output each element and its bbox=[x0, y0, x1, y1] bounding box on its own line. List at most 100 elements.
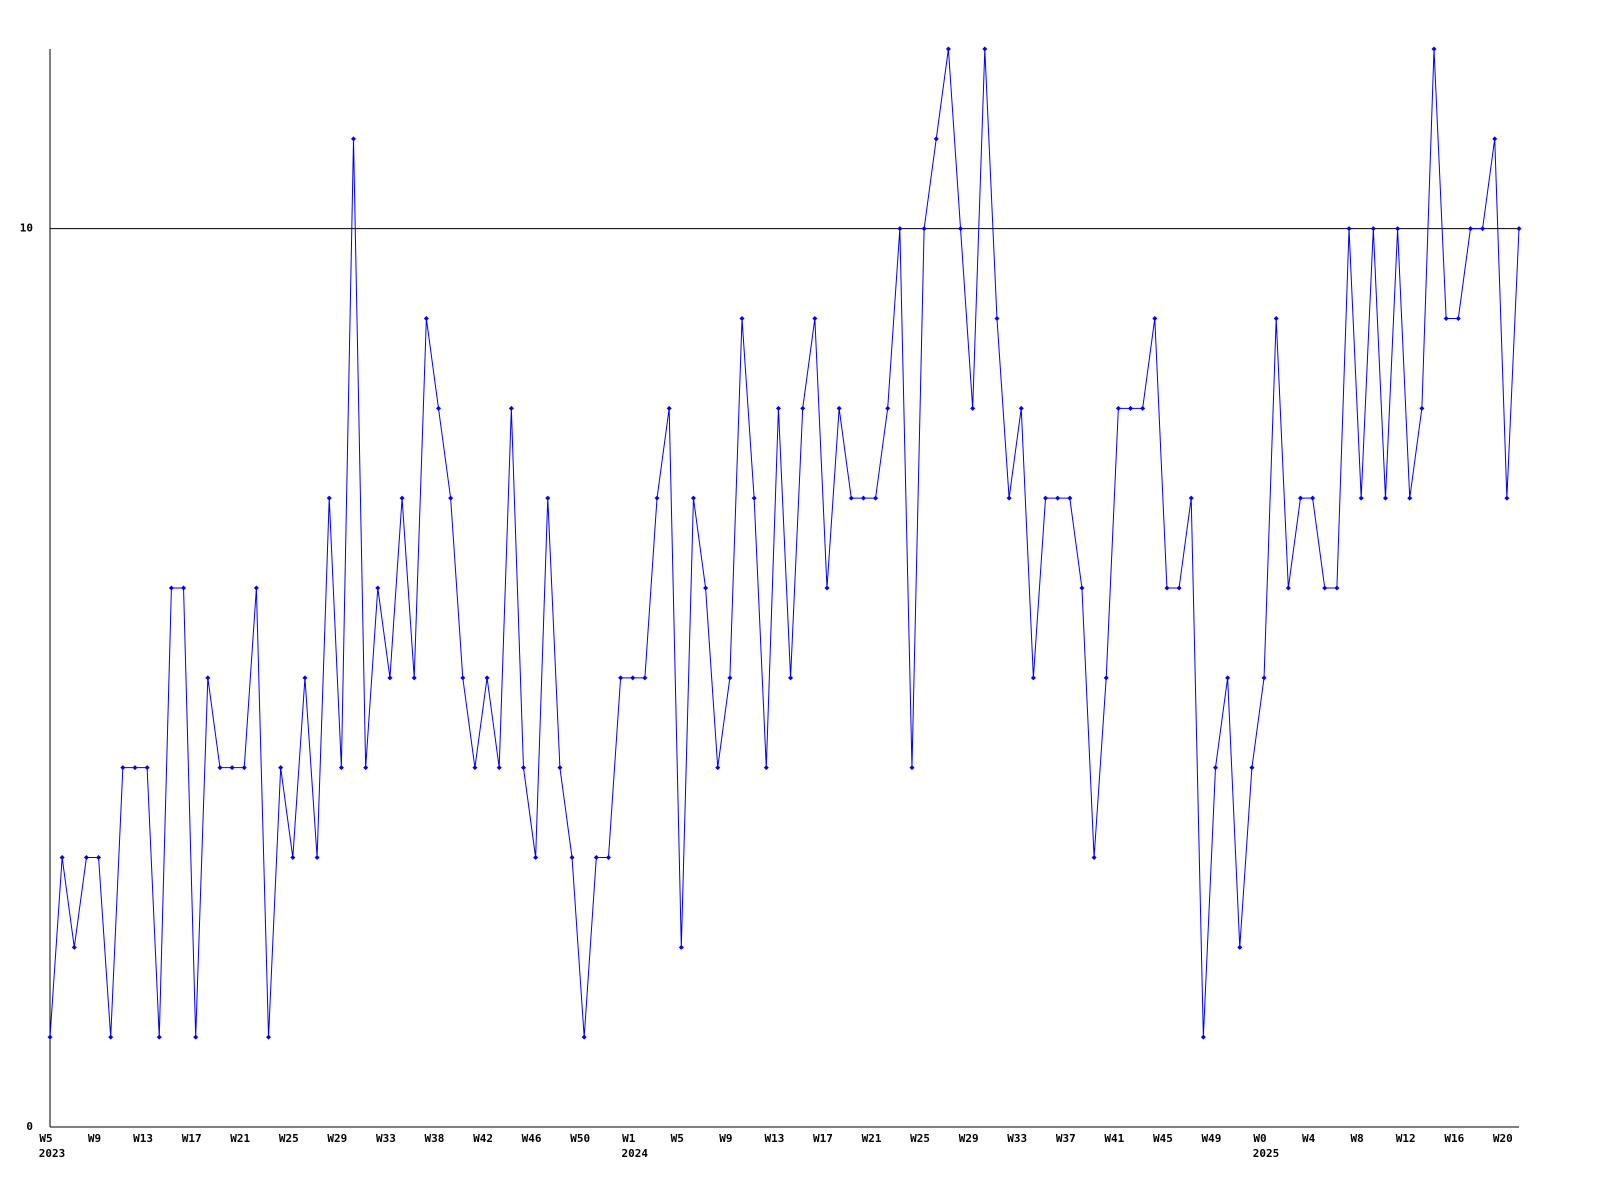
data-point bbox=[715, 765, 721, 771]
data-point bbox=[1091, 855, 1097, 860]
data-point bbox=[1043, 495, 1049, 501]
x-tick-label: W5 bbox=[671, 1132, 684, 1145]
data-point bbox=[897, 226, 903, 232]
data-point bbox=[1249, 765, 1255, 771]
data-point bbox=[630, 675, 636, 681]
data-point bbox=[690, 495, 696, 501]
data-point bbox=[1455, 316, 1461, 321]
data-point bbox=[618, 675, 624, 681]
data-point bbox=[71, 944, 77, 950]
data-point bbox=[484, 675, 490, 681]
x-tick-label: W46 bbox=[522, 1132, 542, 1145]
data-point bbox=[229, 765, 235, 771]
data-point bbox=[363, 765, 369, 771]
data-point bbox=[1030, 675, 1036, 681]
x-tick-label: W8 bbox=[1351, 1132, 1364, 1145]
data-point bbox=[290, 855, 296, 860]
data-point bbox=[860, 495, 866, 501]
data-point bbox=[253, 585, 259, 591]
data-point bbox=[982, 46, 988, 52]
x-tick-label: W29 bbox=[959, 1132, 979, 1145]
data-point bbox=[666, 405, 672, 411]
x-tick-label: W17 bbox=[182, 1132, 202, 1145]
data-point bbox=[824, 585, 830, 591]
data-point bbox=[1164, 585, 1170, 591]
data-point bbox=[314, 855, 320, 860]
x-tick-label: W25 bbox=[910, 1132, 930, 1145]
x-tick-label: W33 bbox=[1007, 1132, 1027, 1145]
x-tick-label: W37 bbox=[1056, 1132, 1076, 1145]
x-tick-label: W25 bbox=[279, 1132, 299, 1145]
data-point bbox=[1273, 316, 1279, 321]
data-point bbox=[1358, 495, 1364, 501]
data-point bbox=[1018, 405, 1024, 411]
data-line bbox=[49, 48, 1520, 1038]
data-point bbox=[448, 495, 454, 501]
data-point bbox=[800, 405, 806, 411]
x-tick-label: W41 bbox=[1104, 1132, 1124, 1145]
data-point bbox=[970, 405, 976, 411]
x-year-label: 2023 bbox=[39, 1147, 66, 1160]
data-point bbox=[1103, 675, 1109, 681]
data-point bbox=[1225, 675, 1231, 681]
data-point bbox=[1431, 46, 1437, 52]
data-point bbox=[496, 765, 502, 771]
data-point bbox=[1079, 585, 1085, 591]
x-tick-label: W1 bbox=[622, 1132, 636, 1145]
data-point bbox=[1516, 226, 1522, 232]
data-point bbox=[156, 1034, 162, 1040]
data-point bbox=[387, 675, 393, 681]
data-point bbox=[1443, 316, 1449, 321]
data-point bbox=[1188, 495, 1194, 501]
data-point bbox=[326, 495, 332, 501]
x-tick-label: W21 bbox=[862, 1132, 882, 1145]
data-point bbox=[751, 495, 757, 501]
data-point bbox=[1395, 226, 1401, 232]
data-point bbox=[1334, 585, 1340, 591]
x-tick-label: W16 bbox=[1444, 1132, 1464, 1145]
x-tick-label: W17 bbox=[813, 1132, 833, 1145]
data-point bbox=[520, 765, 526, 771]
data-point bbox=[739, 316, 745, 321]
y-tick-label: 0 bbox=[26, 1120, 33, 1133]
data-point bbox=[1200, 1034, 1206, 1040]
data-point bbox=[885, 405, 891, 411]
x-tick-label: W29 bbox=[327, 1132, 347, 1145]
data-point bbox=[1285, 585, 1291, 591]
x-tick-label: W13 bbox=[764, 1132, 784, 1145]
data-point bbox=[1370, 226, 1376, 232]
data-point bbox=[1006, 495, 1012, 501]
data-point bbox=[423, 316, 429, 321]
x-tick-label: W42 bbox=[473, 1132, 493, 1145]
data-point bbox=[994, 316, 1000, 321]
data-point bbox=[338, 765, 344, 771]
data-point bbox=[1346, 226, 1352, 232]
data-point bbox=[375, 585, 381, 591]
x-tick-label: W33 bbox=[376, 1132, 396, 1145]
data-point bbox=[1382, 495, 1388, 501]
data-point bbox=[1261, 675, 1267, 681]
x-tick-label: W0 bbox=[1253, 1132, 1266, 1145]
data-point bbox=[727, 675, 733, 681]
data-point bbox=[1115, 405, 1121, 411]
data-point bbox=[411, 675, 417, 681]
data-point bbox=[108, 1034, 114, 1040]
data-point bbox=[921, 226, 927, 232]
x-year-label: 2024 bbox=[621, 1147, 648, 1160]
data-point bbox=[1067, 495, 1073, 501]
data-point bbox=[605, 855, 611, 860]
data-point bbox=[1128, 405, 1134, 411]
data-point bbox=[1152, 316, 1158, 321]
data-point bbox=[302, 675, 308, 681]
data-point bbox=[933, 136, 939, 142]
data-point bbox=[1297, 495, 1303, 501]
data-point bbox=[569, 855, 575, 860]
data-point bbox=[120, 765, 126, 771]
data-point bbox=[836, 405, 842, 411]
data-point bbox=[241, 765, 247, 771]
data-point bbox=[1176, 585, 1182, 591]
x-tick-label: W12 bbox=[1396, 1132, 1416, 1145]
x-tick-label: W45 bbox=[1153, 1132, 1173, 1145]
